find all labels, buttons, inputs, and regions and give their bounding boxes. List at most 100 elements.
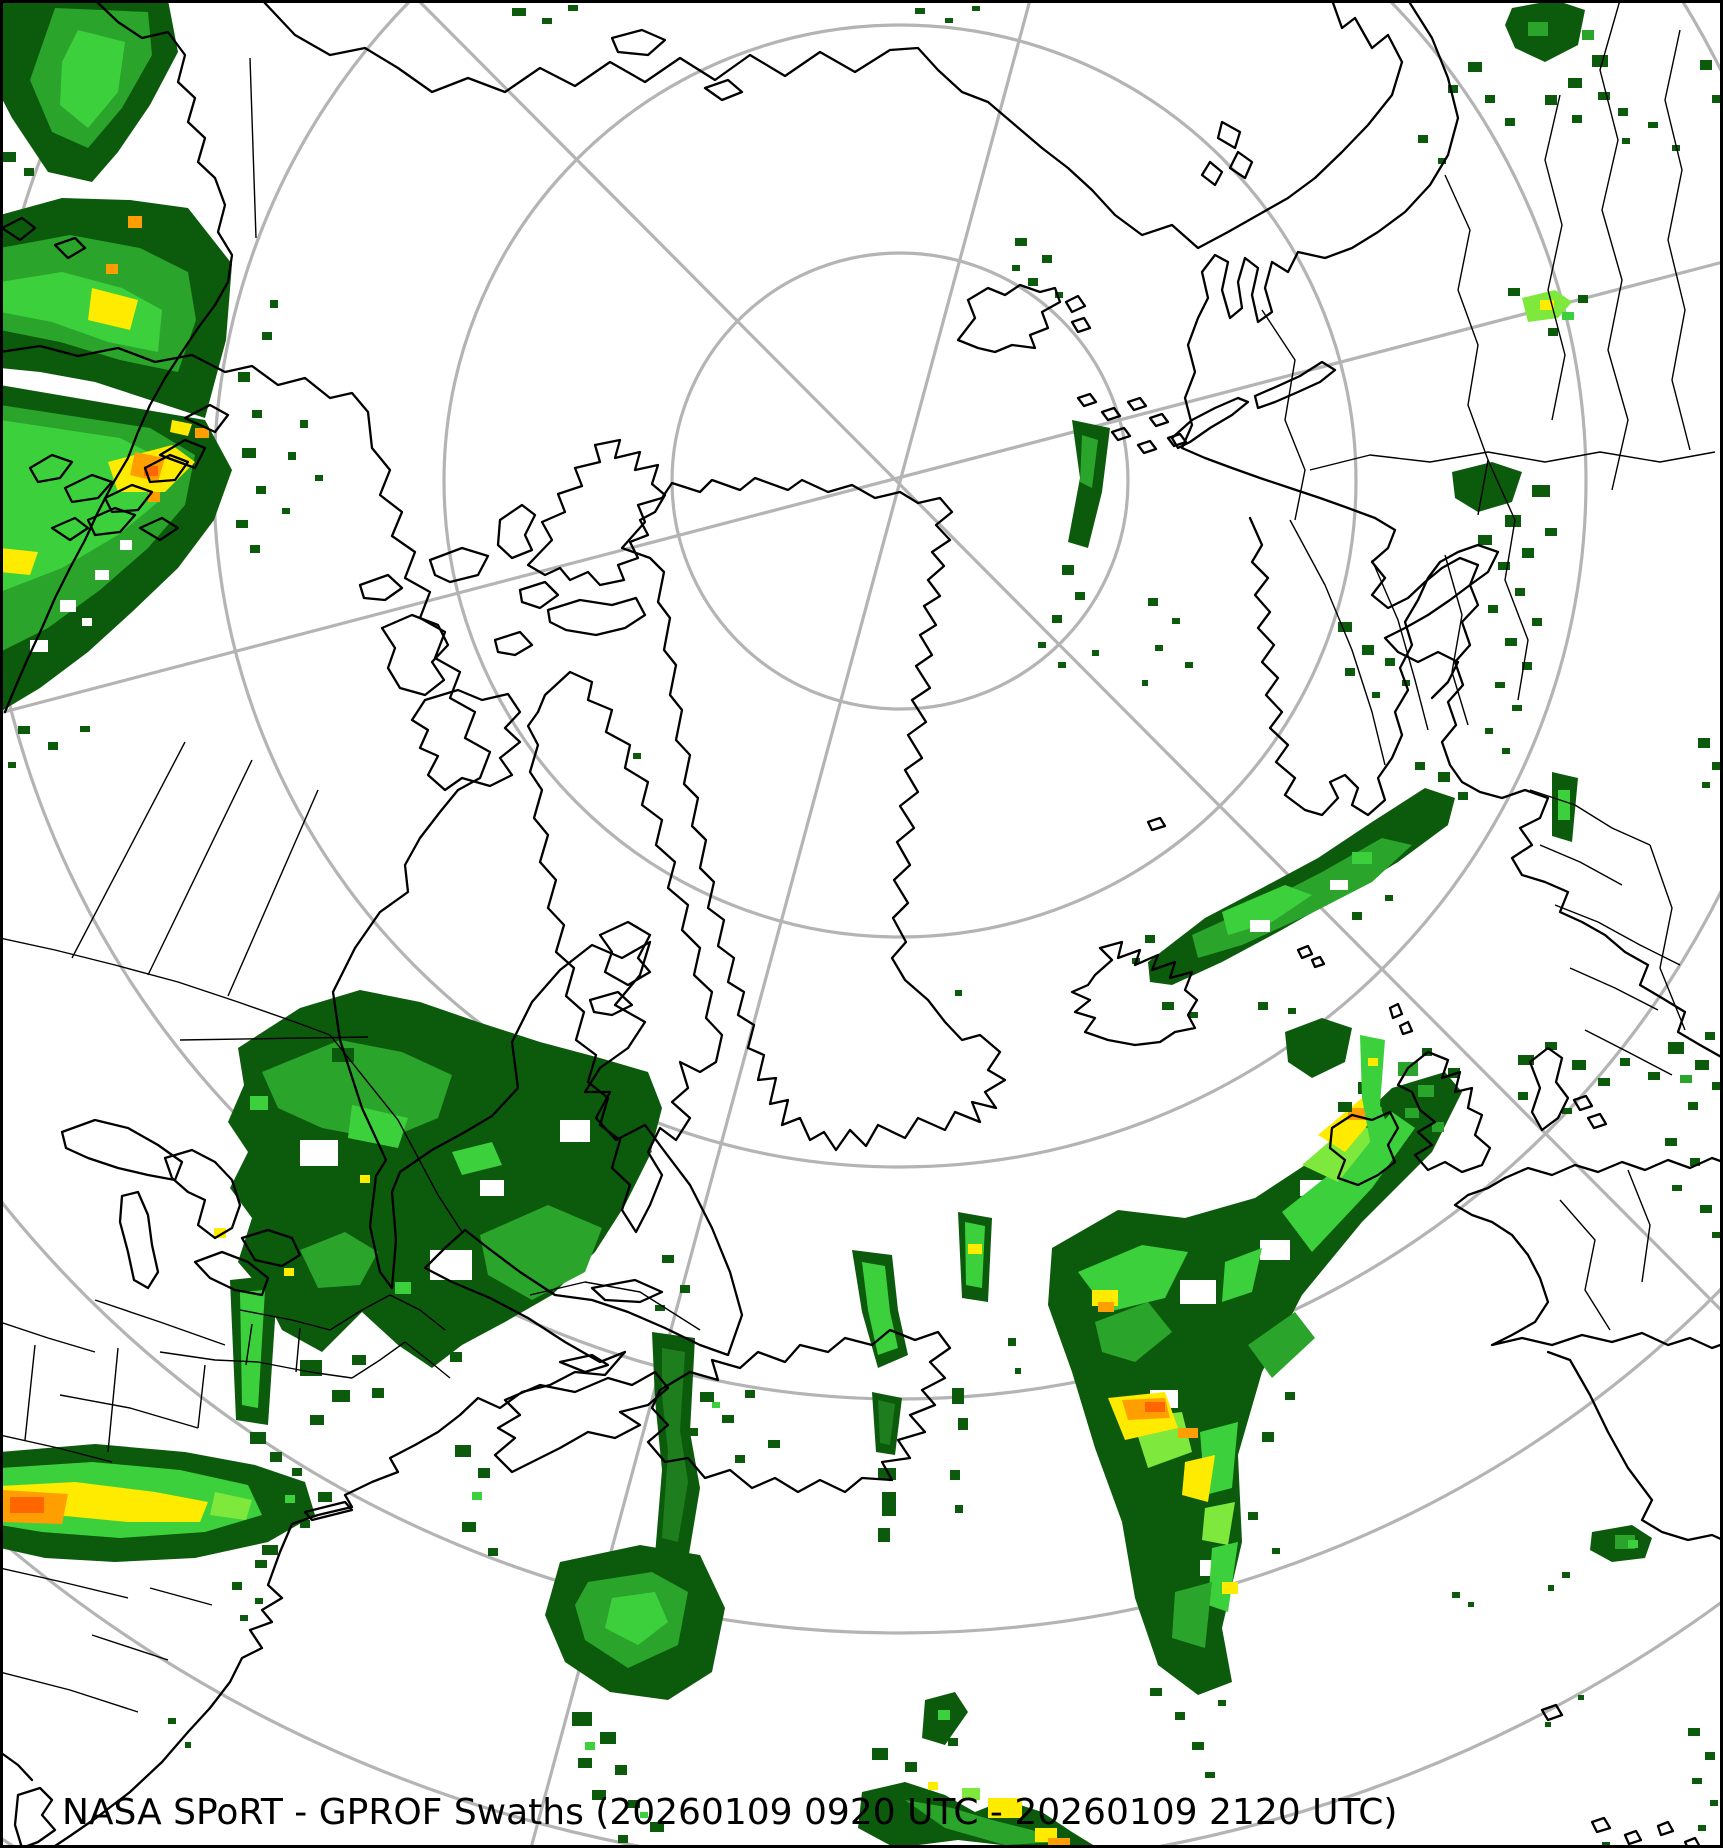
europe-border: [1559, 1199, 1611, 1331]
swath-finland-russia: [1418, 0, 1722, 842]
shetland-islands: [1388, 1002, 1414, 1036]
province-border: [71, 741, 186, 959]
state-border: [0, 1671, 139, 1713]
denmark-coastline: [1528, 1046, 1608, 1132]
sweden-finland-border: [1371, 559, 1429, 731]
atlantic-islands: [1540, 1703, 1702, 1848]
latitude-circle: [670, 251, 1130, 711]
state-border: [197, 1364, 206, 1429]
state-border: [24, 1344, 36, 1441]
swath-norwegian-sea: [1132, 598, 1468, 1018]
siberia-coastline: [260, 0, 1404, 250]
axel-heiberg-island: [496, 503, 537, 560]
swath-mid-atlantic: [0, 1444, 332, 1748]
swath-quebec-labrador: [214, 990, 780, 1556]
svalbard: [956, 283, 1092, 354]
state-border: [329, 1294, 391, 1331]
norway-sweden-border: [1289, 519, 1386, 766]
ireland-coastline: [1328, 1110, 1400, 1187]
swath-iberia: [1452, 1525, 1718, 1848]
europe-border: [1627, 1169, 1651, 1283]
new-siberian-islands: [1200, 120, 1254, 187]
france-channel-coastline: [1503, 1156, 1723, 1180]
russia-region-border: [1544, 94, 1566, 421]
russia-region-border: [1599, 0, 1629, 491]
prince-of-wales-island: [518, 580, 560, 610]
quebec-labrador-border: [529, 1281, 701, 1331]
iceland-coastline: [1070, 940, 1199, 1047]
russia-region-border: [1261, 309, 1306, 521]
jan-mayen: [1146, 816, 1167, 832]
devon-island: [546, 596, 647, 637]
bering-islands: [0, 216, 87, 260]
southampton-island: [598, 920, 652, 987]
state-border: [0, 1567, 129, 1599]
swath-east-atlantic: [1048, 1048, 1462, 1778]
political-borders: [0, 0, 1716, 1713]
north-america-coastline: [0, 344, 744, 1848]
europe-border: [1529, 789, 1651, 846]
state-border: [389, 1294, 446, 1331]
state-border: [107, 1347, 119, 1453]
franz-josef-land: [1076, 392, 1188, 455]
bahamas-coastline: [0, 1750, 57, 1848]
scandinavia-coastline: [1248, 516, 1723, 1060]
greenland-coastline: [620, 476, 1007, 1152]
state-border: [59, 1394, 199, 1429]
lake-ontario: [240, 1228, 302, 1268]
europe-border: [1649, 844, 1686, 1031]
newfoundland-coastline: [646, 1328, 952, 1494]
swath-north-sea: [1285, 1018, 1723, 1238]
finland-russia-border: [1444, 554, 1469, 726]
somerset-island: [493, 630, 534, 657]
state-border: [91, 1634, 169, 1661]
state-border: [149, 1587, 213, 1606]
lake-michigan: [118, 1190, 160, 1290]
meridian-line: [529, 0, 1032, 1848]
state-border: [0, 1434, 113, 1463]
melville-island: [428, 546, 490, 584]
russia-region-border: [1487, 459, 1529, 701]
state-border: [239, 1309, 331, 1331]
latitude-circle: [442, 23, 1358, 939]
novaya-zemlya: [1170, 360, 1337, 450]
alaska-pacific-coastline: [3, 0, 234, 714]
state-border: [257, 1361, 353, 1379]
swath-barents: [512, 5, 1110, 996]
state-border: [351, 1341, 406, 1379]
baffin-island: [526, 670, 724, 1234]
great-britain-coastline: [1396, 1050, 1492, 1174]
europe-border: [1584, 1029, 1673, 1076]
prince-edward-island: [558, 1353, 610, 1374]
europe-border: [1569, 967, 1659, 1011]
meridian-line: [416, 0, 1723, 1314]
wrangel-island: [610, 28, 744, 102]
victoria-island: [410, 688, 522, 792]
russia-region-border: [1309, 451, 1716, 471]
banks-island: [380, 613, 450, 697]
state-border: [159, 1351, 259, 1363]
anticosti-island: [590, 1278, 664, 1304]
state-border: [245, 1323, 253, 1366]
us-canada-border: [0, 937, 331, 1036]
alaska-yukon-border: [249, 57, 257, 239]
latitude-circle: [0, 1197, 1723, 1635]
nova-scotia-coastline: [493, 1370, 670, 1474]
russia-region-border: [1664, 29, 1691, 451]
lake-erie: [193, 1250, 270, 1297]
iberia-coastline: [1546, 1350, 1723, 1542]
europe-border: [1554, 904, 1681, 966]
map-caption: NASA SPoRT - GPROF Swaths (20260109 0920…: [62, 1792, 1398, 1833]
swath-central-atlantic: [545, 1212, 1098, 1848]
state-border: [94, 1299, 226, 1346]
faroe-islands: [1296, 944, 1326, 969]
france-biscay-coastline: [1453, 1176, 1723, 1350]
province-border: [227, 789, 319, 997]
long-island: [303, 1500, 354, 1522]
arctic-island: [358, 573, 404, 602]
se-alaska-islands: [28, 403, 230, 542]
state-border: [404, 1341, 451, 1379]
